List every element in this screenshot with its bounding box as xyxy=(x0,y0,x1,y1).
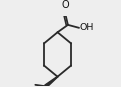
Polygon shape xyxy=(45,76,58,87)
Text: O: O xyxy=(62,0,69,10)
Text: OH: OH xyxy=(80,23,94,32)
